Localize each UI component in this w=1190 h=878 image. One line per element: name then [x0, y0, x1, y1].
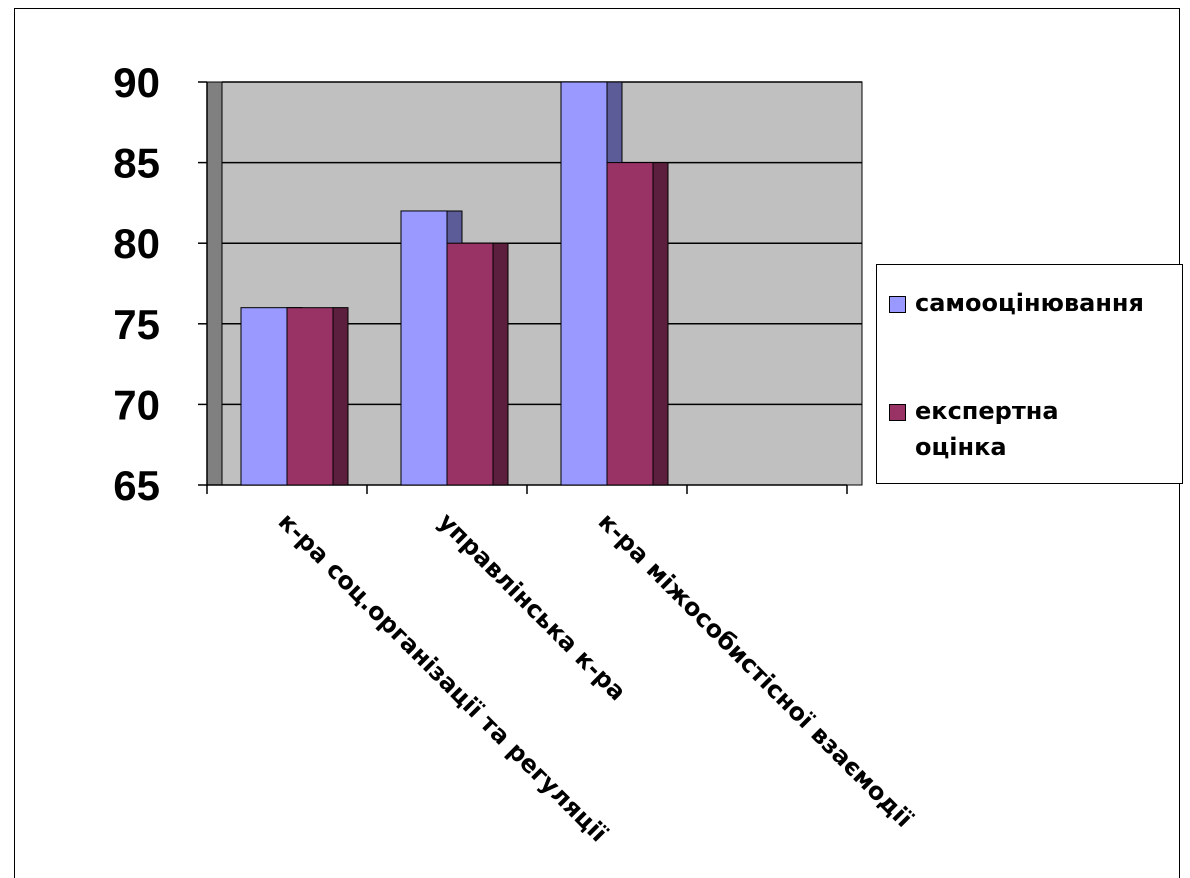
bar-series-1-cat-3: [560, 81, 608, 486]
bar-side-series-2-cat-3: [652, 162, 669, 486]
bar-series-2-cat-3: [606, 162, 654, 486]
bar-series-1-cat-1: [240, 307, 288, 486]
legend-label-series-2: експертна оцінка: [915, 397, 1059, 461]
y-tick-label-80: 80: [113, 220, 160, 267]
bar-series-1-cat-2: [400, 210, 448, 486]
y-tick-label-90: 90: [113, 59, 160, 106]
side-wall: [206, 81, 223, 486]
y-tick-label-75: 75: [113, 301, 160, 348]
category-label-1: к-ра соц.організації та регуляції: [273, 507, 613, 847]
bar-series-2-cat-2: [446, 242, 494, 486]
y-tick-label-65: 65: [113, 462, 160, 509]
legend-swatch-series-2: [889, 404, 906, 421]
bar-side-series-2-cat-1: [332, 307, 349, 486]
legend: самооцінювання експертна оцінка: [876, 264, 1183, 484]
y-tick-label-85: 85: [113, 140, 160, 187]
category-label-3: к-ра міжособистісної взаємодії: [593, 507, 918, 832]
legend-swatch-series-1: [889, 296, 906, 313]
bar-side-series-2-cat-2: [492, 242, 509, 486]
bar-series-2-cat-1: [286, 307, 334, 486]
legend-label-series-1: самооцінювання: [915, 289, 1144, 317]
y-tick-label-70: 70: [113, 381, 160, 428]
